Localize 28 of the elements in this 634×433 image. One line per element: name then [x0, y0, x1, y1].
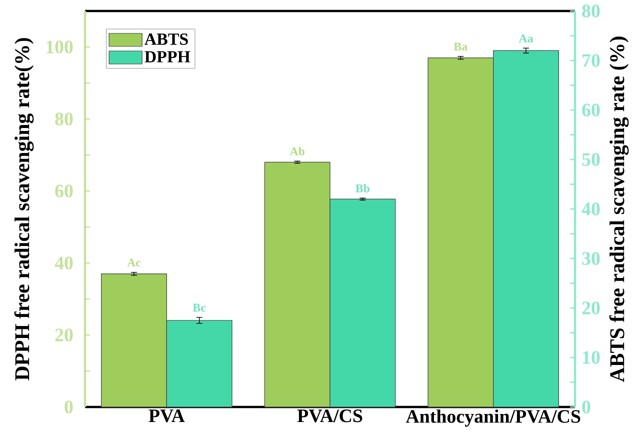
y2-axis-title: ABTS free radical scavenging rate (%) [609, 36, 629, 382]
data-label: Bb [356, 184, 370, 192]
legend-label: ABTS [144, 34, 188, 45]
legend-label: DPPH [144, 51, 190, 62]
y-tick-label: 100 [46, 40, 73, 54]
x-tick-label: Anthocyanin/PVA/CS [406, 410, 580, 427]
y2-tick-label: 50 [582, 153, 600, 166]
y2-tick-label: 70 [582, 54, 600, 67]
data-label: Bc [192, 304, 206, 312]
y-axis-title: DPPH free radical scavenging rate(%) [14, 38, 34, 380]
y2-tick-label: 10 [583, 351, 600, 364]
x-tick-label: PVA [148, 410, 185, 422]
data-label: Ac [127, 258, 141, 267]
y2-tick-label: 0 [582, 400, 590, 414]
data-label: Ba [454, 42, 468, 51]
y-tick-label: 80 [55, 112, 73, 126]
data-label: Ab [290, 147, 304, 156]
y2-tick-label: 20 [582, 302, 600, 314]
x-tick-label: PVA/CS [297, 410, 362, 422]
y2-tick-label: 80 [582, 4, 600, 18]
data-label: Aa [518, 34, 534, 42]
y-tick-label: 60 [55, 184, 73, 198]
y2-tick-label: 30 [582, 252, 600, 265]
y-tick-label: 0 [64, 400, 73, 414]
y-tick-label: 40 [54, 256, 73, 270]
y2-tick-label: 40 [582, 202, 600, 216]
y2-tick-label: 60 [582, 104, 600, 116]
y-tick-label: 20 [55, 328, 73, 342]
